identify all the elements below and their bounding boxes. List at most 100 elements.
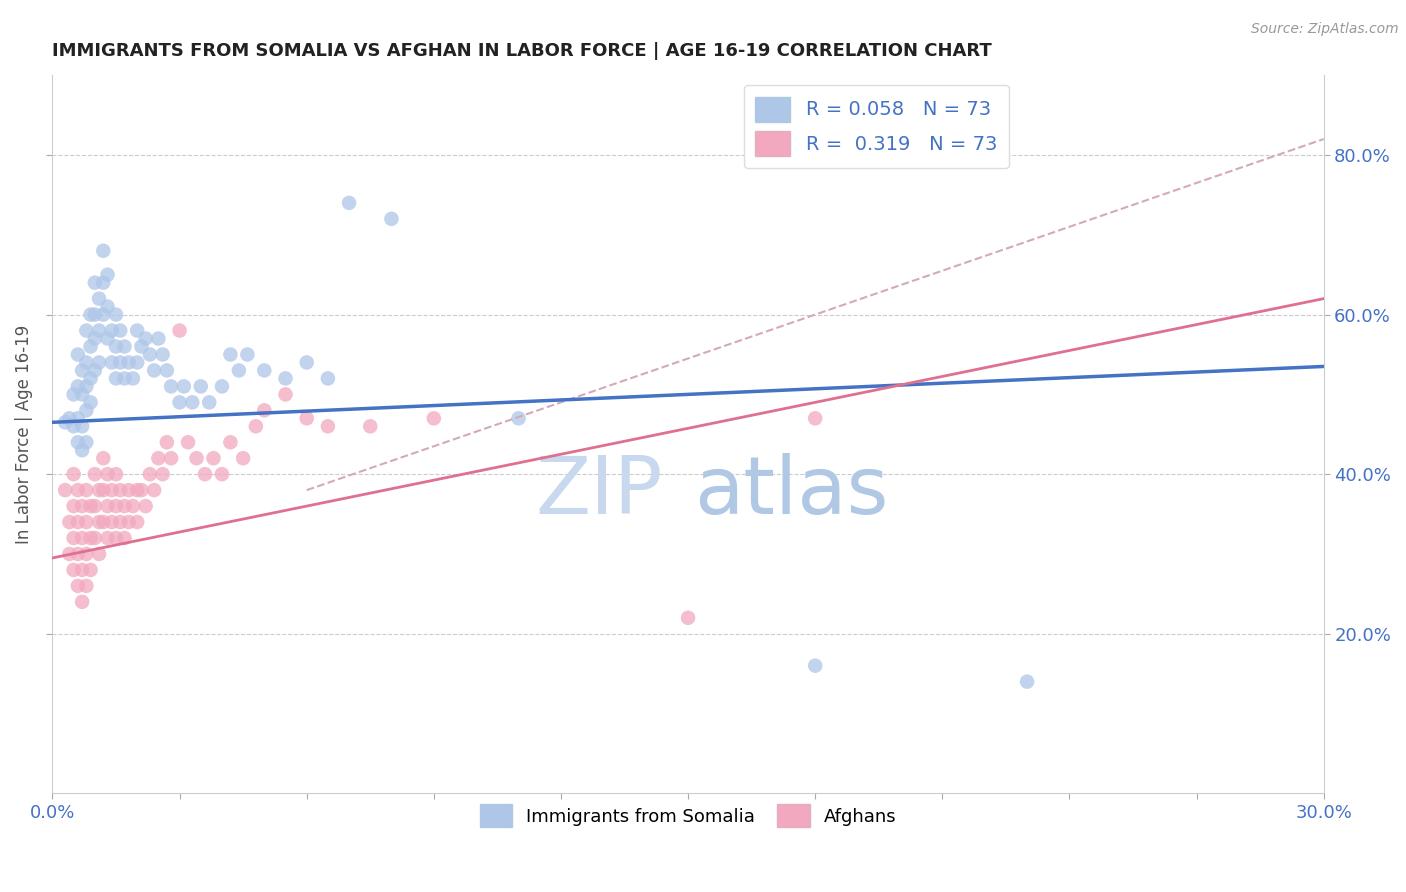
Point (105, 499, 128, 513)
Point (79, 531, 101, 545)
Point (70, 563, 93, 577)
Point (83, 467, 105, 482)
Point (96, 467, 118, 482)
Point (83, 308, 105, 322)
Point (110, 324, 132, 338)
Point (127, 515, 149, 529)
Point (62, 563, 84, 577)
Point (169, 395, 191, 409)
Point (75, 547, 97, 561)
Point (91, 276, 114, 290)
Point (75, 579, 97, 593)
Point (245, 419, 267, 434)
Point (66, 547, 89, 561)
Point (202, 451, 225, 466)
Point (274, 371, 297, 385)
Point (337, 195, 360, 210)
Point (66, 347, 89, 361)
Point (96, 300, 118, 314)
Point (359, 419, 381, 434)
Point (87, 324, 110, 338)
Point (122, 371, 145, 385)
Point (105, 531, 128, 545)
Point (83, 499, 105, 513)
Point (118, 483, 141, 497)
Point (70, 387, 93, 401)
Point (91, 515, 114, 529)
Point (79, 339, 101, 353)
Point (91, 308, 114, 322)
Text: Source: ZipAtlas.com: Source: ZipAtlas.com (1251, 22, 1399, 37)
Point (70, 443, 93, 458)
Point (114, 371, 136, 385)
Point (127, 355, 149, 369)
Point (316, 419, 339, 434)
Point (75, 403, 97, 417)
Point (676, 611, 699, 625)
Point (114, 499, 136, 513)
Point (110, 483, 132, 497)
Point (143, 363, 166, 377)
Point (211, 379, 233, 393)
Point (110, 515, 132, 529)
Point (91, 451, 114, 466)
Point (66, 579, 89, 593)
Point (53, 415, 76, 429)
Point (96, 268, 118, 282)
Point (79, 563, 101, 577)
Point (105, 371, 128, 385)
Point (118, 515, 141, 529)
Point (75, 435, 97, 450)
Point (79, 395, 101, 409)
Point (423, 411, 446, 425)
Point (70, 595, 93, 609)
Point (62, 499, 84, 513)
Text: ZIP: ZIP (536, 453, 662, 531)
Point (75, 379, 97, 393)
Point (62, 419, 84, 434)
Point (105, 467, 128, 482)
Point (62, 467, 84, 482)
Point (79, 371, 101, 385)
Point (62, 387, 84, 401)
Point (139, 467, 162, 482)
Point (110, 355, 132, 369)
Point (70, 419, 93, 434)
Point (62, 531, 84, 545)
Legend: Immigrants from Somalia, Afghans: Immigrants from Somalia, Afghans (472, 797, 904, 835)
Point (1015, 674, 1038, 689)
Point (211, 467, 233, 482)
Point (173, 379, 195, 393)
Point (91, 483, 114, 497)
Point (295, 355, 318, 369)
Point (87, 355, 110, 369)
Point (156, 363, 179, 377)
Point (804, 411, 827, 425)
Point (181, 395, 204, 409)
Point (804, 658, 827, 673)
Point (87, 515, 110, 529)
Point (219, 435, 242, 450)
Point (87, 547, 110, 561)
Point (75, 483, 97, 497)
Point (152, 467, 174, 482)
Point (70, 363, 93, 377)
Point (508, 411, 530, 425)
Point (143, 483, 166, 497)
Point (148, 451, 170, 466)
Point (169, 324, 191, 338)
Point (135, 332, 157, 346)
Point (91, 244, 114, 258)
Point (83, 531, 105, 545)
Point (152, 347, 174, 361)
Point (96, 499, 118, 513)
Point (53, 483, 76, 497)
Point (75, 324, 97, 338)
Point (127, 324, 149, 338)
Point (380, 211, 402, 226)
Point (105, 308, 128, 322)
Point (83, 332, 105, 346)
Point (194, 467, 217, 482)
Point (79, 308, 101, 322)
Point (160, 379, 183, 393)
